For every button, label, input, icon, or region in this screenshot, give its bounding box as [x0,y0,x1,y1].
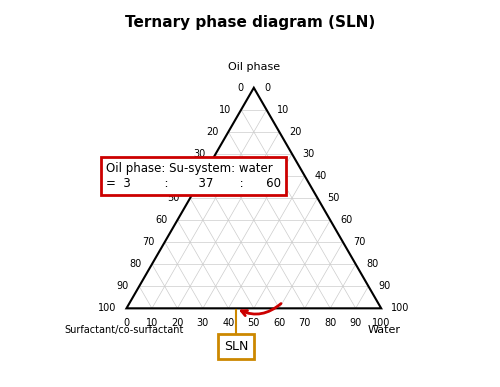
Text: 70: 70 [142,237,154,247]
Text: 30: 30 [197,318,209,328]
Text: Surfactant/co-surfactant: Surfactant/co-surfactant [64,325,184,335]
Text: 40: 40 [315,171,327,181]
Text: Oil phase: Oil phase [228,62,280,72]
Text: 20: 20 [171,318,183,328]
Text: 80: 80 [324,318,336,328]
Title: Ternary phase diagram (SLN): Ternary phase diagram (SLN) [125,15,375,30]
Text: 10: 10 [276,105,289,115]
Text: Water: Water [367,325,400,335]
Text: 70: 70 [353,237,366,247]
Text: 100: 100 [98,303,116,313]
Text: 60: 60 [273,318,285,328]
Text: 50: 50 [168,193,180,203]
Text: 40: 40 [222,318,234,328]
Text: 50: 50 [248,318,260,328]
Text: 70: 70 [298,318,311,328]
Text: SLN: SLN [224,340,248,353]
Text: 40: 40 [180,171,192,181]
Text: 0: 0 [238,83,244,93]
Text: 20: 20 [206,127,218,137]
Text: 90: 90 [378,281,391,291]
Text: 90: 90 [117,281,129,291]
Text: 30: 30 [302,149,314,159]
Text: 10: 10 [146,318,158,328]
Text: 30: 30 [193,149,205,159]
Text: 60: 60 [155,215,167,225]
Text: 100: 100 [392,303,409,313]
Text: 50: 50 [328,193,340,203]
Text: 60: 60 [340,215,352,225]
Text: 80: 80 [366,259,378,269]
Text: 80: 80 [130,259,142,269]
Text: 10: 10 [218,105,231,115]
Text: 100: 100 [372,318,390,328]
Text: 0: 0 [264,83,270,93]
Text: 0: 0 [124,318,130,328]
Text: 90: 90 [350,318,362,328]
Text: Oil phase: Su-system: water
=  3         :        37       :      60: Oil phase: Su-system: water = 3 : 37 : 6… [106,162,281,190]
Text: 20: 20 [290,127,302,137]
